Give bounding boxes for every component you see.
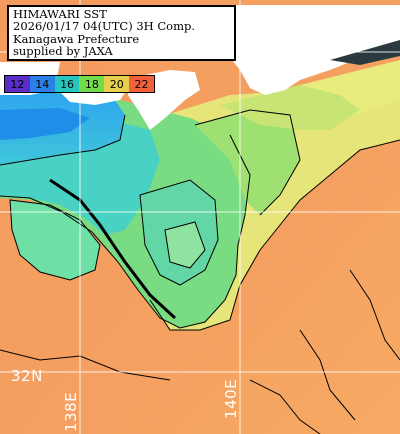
land-area <box>232 5 400 95</box>
legend-label-12: 12 <box>10 77 25 91</box>
legend-label-16: 16 <box>60 77 75 91</box>
credit-line: supplied by JAXA <box>13 44 113 59</box>
legend-cell-18: 18 <box>79 76 105 92</box>
temperature-legend: 12 14 16 18 20 22 <box>4 75 155 93</box>
legend-label-22: 22 <box>134 77 149 91</box>
info-box: HIMAWARI SST 2026/01/17 04(UTC) 3H Comp.… <box>7 5 236 61</box>
legend-label-20: 20 <box>109 77 124 91</box>
timestamp-line: 2026/01/17 04(UTC) 3H Comp. <box>13 19 196 34</box>
legend-label-18: 18 <box>84 77 99 91</box>
legend-label-14: 14 <box>35 77 50 91</box>
title-line: HIMAWARI SST <box>13 7 107 21</box>
legend-cell-12: 12 <box>5 76 30 92</box>
legend-cell-16: 16 <box>54 76 80 92</box>
legend-cell-20: 20 <box>104 76 130 92</box>
legend-cell-22: 22 <box>129 76 154 92</box>
legend-cell-14: 14 <box>29 76 55 92</box>
longitude-label-140e: 140E <box>222 378 240 419</box>
longitude-label-138e: 138E <box>62 391 80 432</box>
region-line: Kanagawa Prefecture <box>13 31 140 46</box>
latitude-label-32n: 32N <box>11 367 43 385</box>
